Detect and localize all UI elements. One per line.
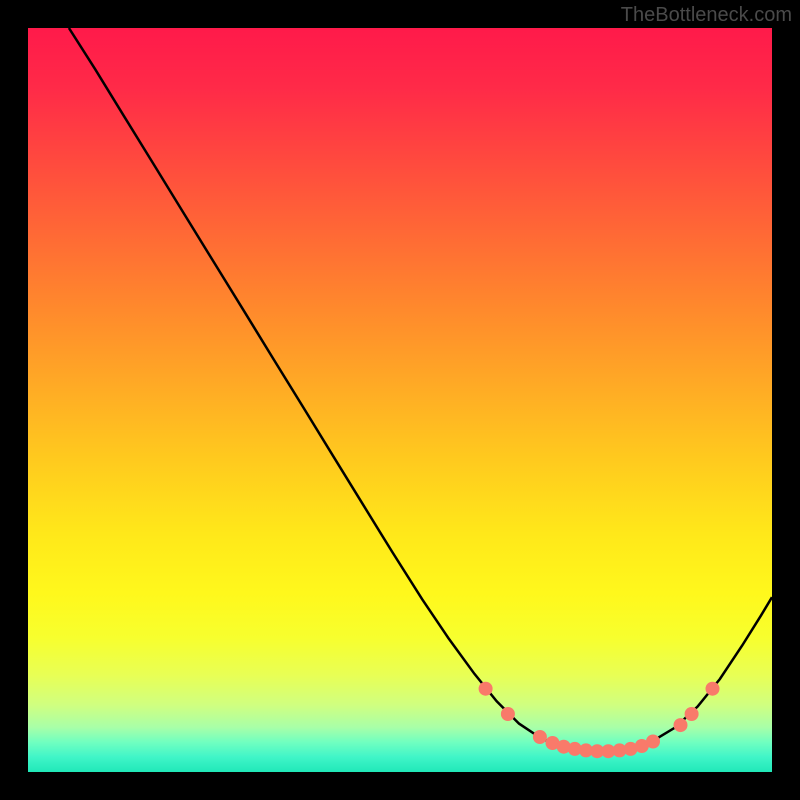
marker-point	[685, 707, 699, 721]
marker-point	[646, 735, 660, 749]
plot-area	[28, 28, 772, 772]
marker-point	[533, 730, 547, 744]
bottleneck-curve	[69, 28, 772, 751]
watermark-text: TheBottleneck.com	[621, 4, 792, 27]
marker-point	[706, 682, 720, 696]
marker-point	[479, 682, 493, 696]
marker-point	[501, 707, 515, 721]
marker-point	[674, 718, 688, 732]
curve-layer	[28, 28, 772, 772]
